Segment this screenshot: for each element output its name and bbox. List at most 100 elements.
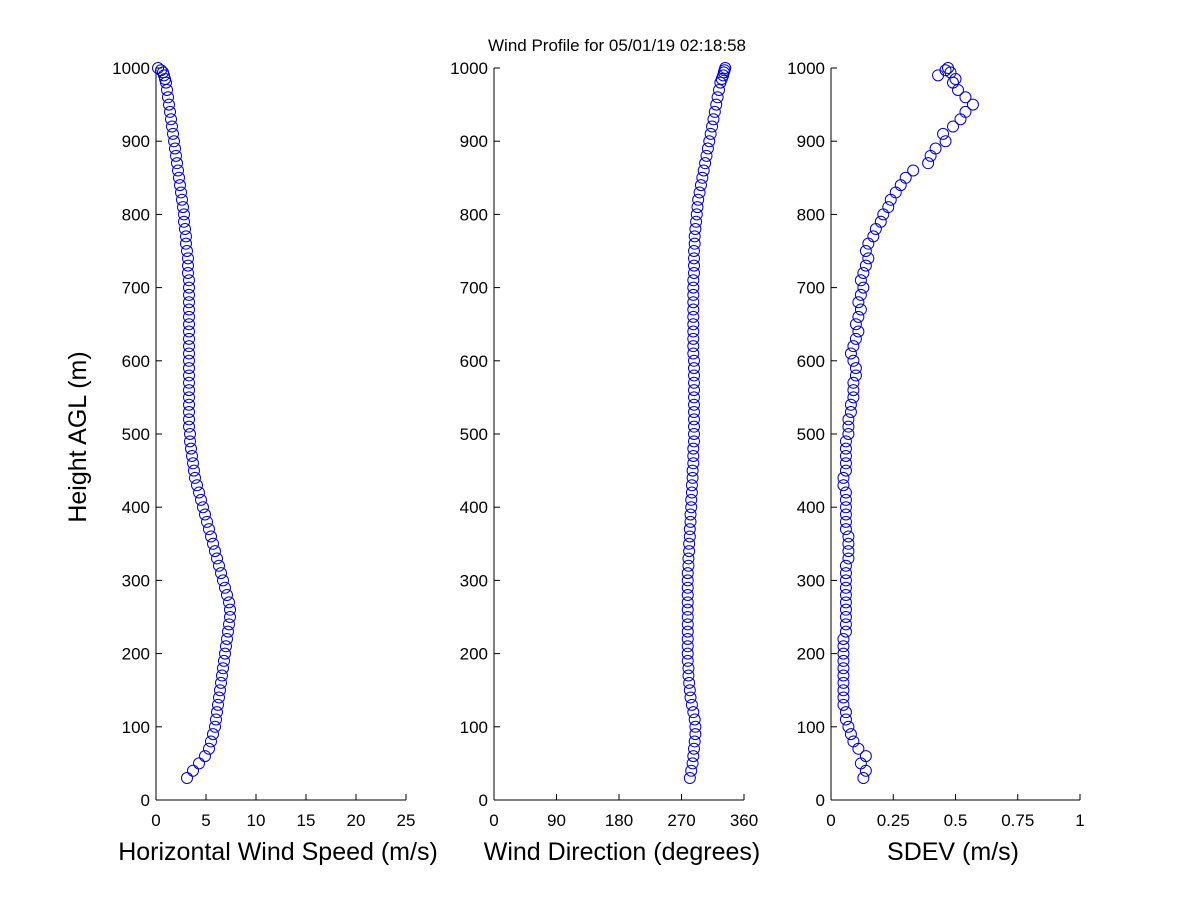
sdev-data-point: [839, 486, 852, 499]
sdev-data-point: [839, 706, 852, 719]
wind-direction-data-point: [685, 486, 698, 499]
wind-speed-data-point: [183, 303, 195, 316]
sdev-data-point: [842, 413, 855, 426]
wind-direction-data-point: [687, 347, 700, 360]
wind-direction-data-point: [687, 303, 700, 316]
sdev-data-point: [842, 720, 855, 733]
sdev-x-tick-label: 0.25: [877, 811, 910, 830]
sdev-data-point: [959, 105, 972, 118]
sdev-data-point: [942, 62, 955, 74]
sdev-data-point: [839, 464, 852, 477]
sdev-data-point: [837, 647, 850, 660]
wind-direction-data-point: [713, 83, 725, 96]
wind-direction-data-point: [699, 157, 712, 170]
wind-speed-data-point: [183, 369, 195, 382]
sdev-x-tick-label: 0.75: [1001, 811, 1034, 830]
wind-direction-data-point: [688, 413, 700, 426]
wind-direction-data-point: [687, 750, 700, 763]
wind-speed-data-point: [173, 171, 185, 184]
wind-direction-y-tick-label: 500: [460, 425, 488, 444]
sdev-data-point: [839, 515, 852, 528]
wind-direction-data-point: [682, 662, 695, 675]
wind-speed-data-point: [183, 288, 195, 301]
wind-speed-data-point: [199, 750, 211, 763]
wind-speed-data-point: [205, 735, 217, 748]
wind-direction-data-point: [681, 618, 694, 631]
wind-direction-data-point: [681, 611, 694, 623]
sdev-data-point: [842, 552, 855, 565]
wind-direction-data-point: [685, 493, 698, 506]
sdev-data-point: [839, 457, 852, 470]
sdev-data-point: [862, 252, 875, 265]
sdev-data-point: [847, 354, 860, 367]
sdev-data-point: [844, 728, 857, 741]
wind-direction-y-tick-label: 200: [460, 645, 488, 664]
wind-speed-data-point: [203, 742, 215, 755]
wind-direction-data-point: [688, 369, 700, 382]
wind-direction-data-point: [681, 625, 694, 638]
wind-direction-data-point: [681, 589, 694, 602]
wind-speed-data-point: [169, 142, 181, 155]
wind-speed-data-point: [183, 398, 195, 411]
wind-direction-data-point: [681, 574, 694, 587]
wind-speed-data-point: [162, 91, 174, 104]
wind-direction-data-point: [691, 201, 704, 214]
wind-speed-y-tick-label: 0: [141, 791, 150, 810]
wind-speed-data-point: [185, 442, 197, 455]
sdev-data-point: [899, 171, 912, 184]
sdev-data-point: [966, 98, 979, 111]
wind-direction-data-point: [681, 596, 694, 609]
wind-direction-data-point: [683, 676, 696, 689]
wind-direction-y-tick-label: 1000: [450, 59, 488, 78]
wind-direction-data-point: [685, 479, 698, 492]
sdev-data-point: [854, 303, 867, 316]
wind-direction-data-point: [688, 391, 700, 404]
sdev-data-point: [874, 215, 887, 228]
sdev-y-tick-label: 700: [797, 279, 825, 298]
wind-direction-data-point: [683, 545, 696, 558]
sdev-data-point: [849, 332, 862, 345]
wind-direction-data-point: [688, 742, 700, 755]
panel-wind-direction: 0 90 180 270 360 0 100 200 300 400 500 600 700 800 900…: [450, 59, 758, 830]
wind-speed-data-point: [179, 223, 191, 236]
wind-direction-data-point: [683, 537, 696, 550]
wind-speed-data-point: [223, 596, 235, 609]
wind-speed-x-tick-label: 10: [247, 811, 266, 830]
sdev-data-point: [839, 449, 852, 462]
wind-direction-data-point: [696, 171, 709, 184]
wind-direction-data-point: [681, 647, 694, 660]
wind-direction-data-point: [688, 230, 701, 243]
wind-direction-y-tick-label: 900: [460, 132, 488, 151]
wind-speed-data-point: [163, 98, 175, 111]
sdev-data-point: [839, 625, 852, 638]
wind-direction-data-point: [710, 98, 723, 111]
wind-speed-y-tick-label: 800: [122, 205, 150, 224]
wind-direction-data-point: [688, 406, 700, 419]
wind-direction-data-point: [700, 149, 713, 162]
wind-direction-x-tick-label: 180: [605, 811, 633, 830]
wind-direction-data-point: [688, 376, 700, 389]
sdev-data-point: [837, 691, 850, 704]
sdev-data-point: [907, 164, 920, 177]
sdev-data-point: [842, 530, 855, 543]
wind-direction-data-point: [688, 362, 700, 375]
sdev-data-point: [837, 684, 850, 697]
wind-direction-data-point: [681, 654, 694, 667]
sdev-data-point: [947, 120, 960, 133]
wind-speed-data-point: [165, 113, 177, 126]
sdev-data-point: [852, 296, 865, 309]
wind-speed-data-point: [187, 457, 199, 470]
wind-speed-y-tick-label: 300: [122, 571, 150, 590]
sdev-data-point: [837, 698, 850, 711]
wind-speed-data-point: [207, 728, 219, 741]
wind-direction-data-point: [685, 764, 698, 777]
wind-speed-data-point: [182, 252, 194, 265]
wind-speed-data-point: [221, 589, 233, 602]
wind-speed-data-point: [201, 515, 213, 528]
wind-speed-data-point: [183, 325, 195, 338]
wind-direction-data-point: [683, 772, 696, 785]
wind-speed-data-point: [182, 259, 194, 272]
wind-speed-data-point: [176, 193, 188, 206]
wind-direction-data-point: [694, 179, 707, 192]
sdev-data-point: [859, 259, 872, 272]
